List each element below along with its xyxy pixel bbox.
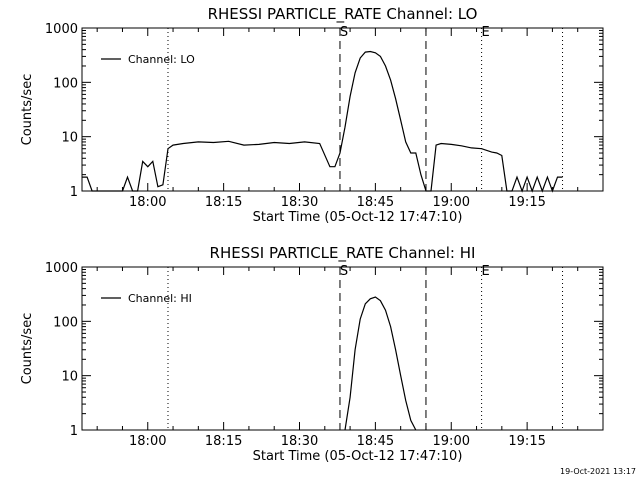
y-tick-label: 100 [53,315,78,330]
x-tick-label: 18:45 [357,195,394,210]
y-tick-label: 100 [53,76,78,91]
y-tick-label: 1000 [45,261,78,276]
x-tick-label: 18:15 [205,195,242,210]
x-tick-label: 18:15 [205,434,242,449]
x-axis-label: Start Time (05-Oct-12 17:47:10) [253,449,463,464]
x-tick-label: 18:45 [357,434,394,449]
chart-title: RHESSI PARTICLE_RATE Channel: HI [210,244,476,263]
plot-frame [81,27,604,192]
x-tick-label: 18:30 [281,434,318,449]
x-tick-label: 19:15 [508,434,545,449]
series-line [344,296,417,431]
panel-hi: RHESSI PARTICLE_RATE Channel: HI 1 10 100 10… [20,244,604,464]
chart-title: RHESSI PARTICLE_RATE Channel: LO [208,5,478,24]
x-tick-label: 19:15 [508,195,545,210]
x-tick-label: 19:00 [433,434,470,449]
x-tick-label: 19:00 [433,195,470,210]
marker-label-s: S [340,264,348,279]
y-tick-label: 10 [61,131,78,146]
panel-lo: RHESSI PARTICLE_RATE Channel: LO 1 10 100 10… [20,5,604,225]
marker-label-e: E [481,25,489,40]
y-tick-label: 10 [61,370,78,385]
marker-label-e: E [481,264,489,279]
y-tick-label: 1 [70,424,78,439]
marker-label-s: S [340,25,348,40]
y-axis-label: Counts/sec [20,313,35,385]
y-tick-label: 1 [70,185,78,200]
series-line [82,50,563,193]
legend-label: Channel: LO [128,53,195,66]
y-tick-label: 1000 [45,22,78,37]
footer-timestamp: 19-Oct-2021 13:17 [560,467,636,476]
plot-frame [81,266,604,431]
x-tick-label: 18:00 [129,195,166,210]
x-tick-label: 18:00 [129,434,166,449]
x-tick-label: 18:30 [281,195,318,210]
y-axis-label: Counts/sec [20,74,35,146]
x-axis-label: Start Time (05-Oct-12 17:47:10) [253,210,463,225]
legend-label: Channel: HI [128,292,192,305]
